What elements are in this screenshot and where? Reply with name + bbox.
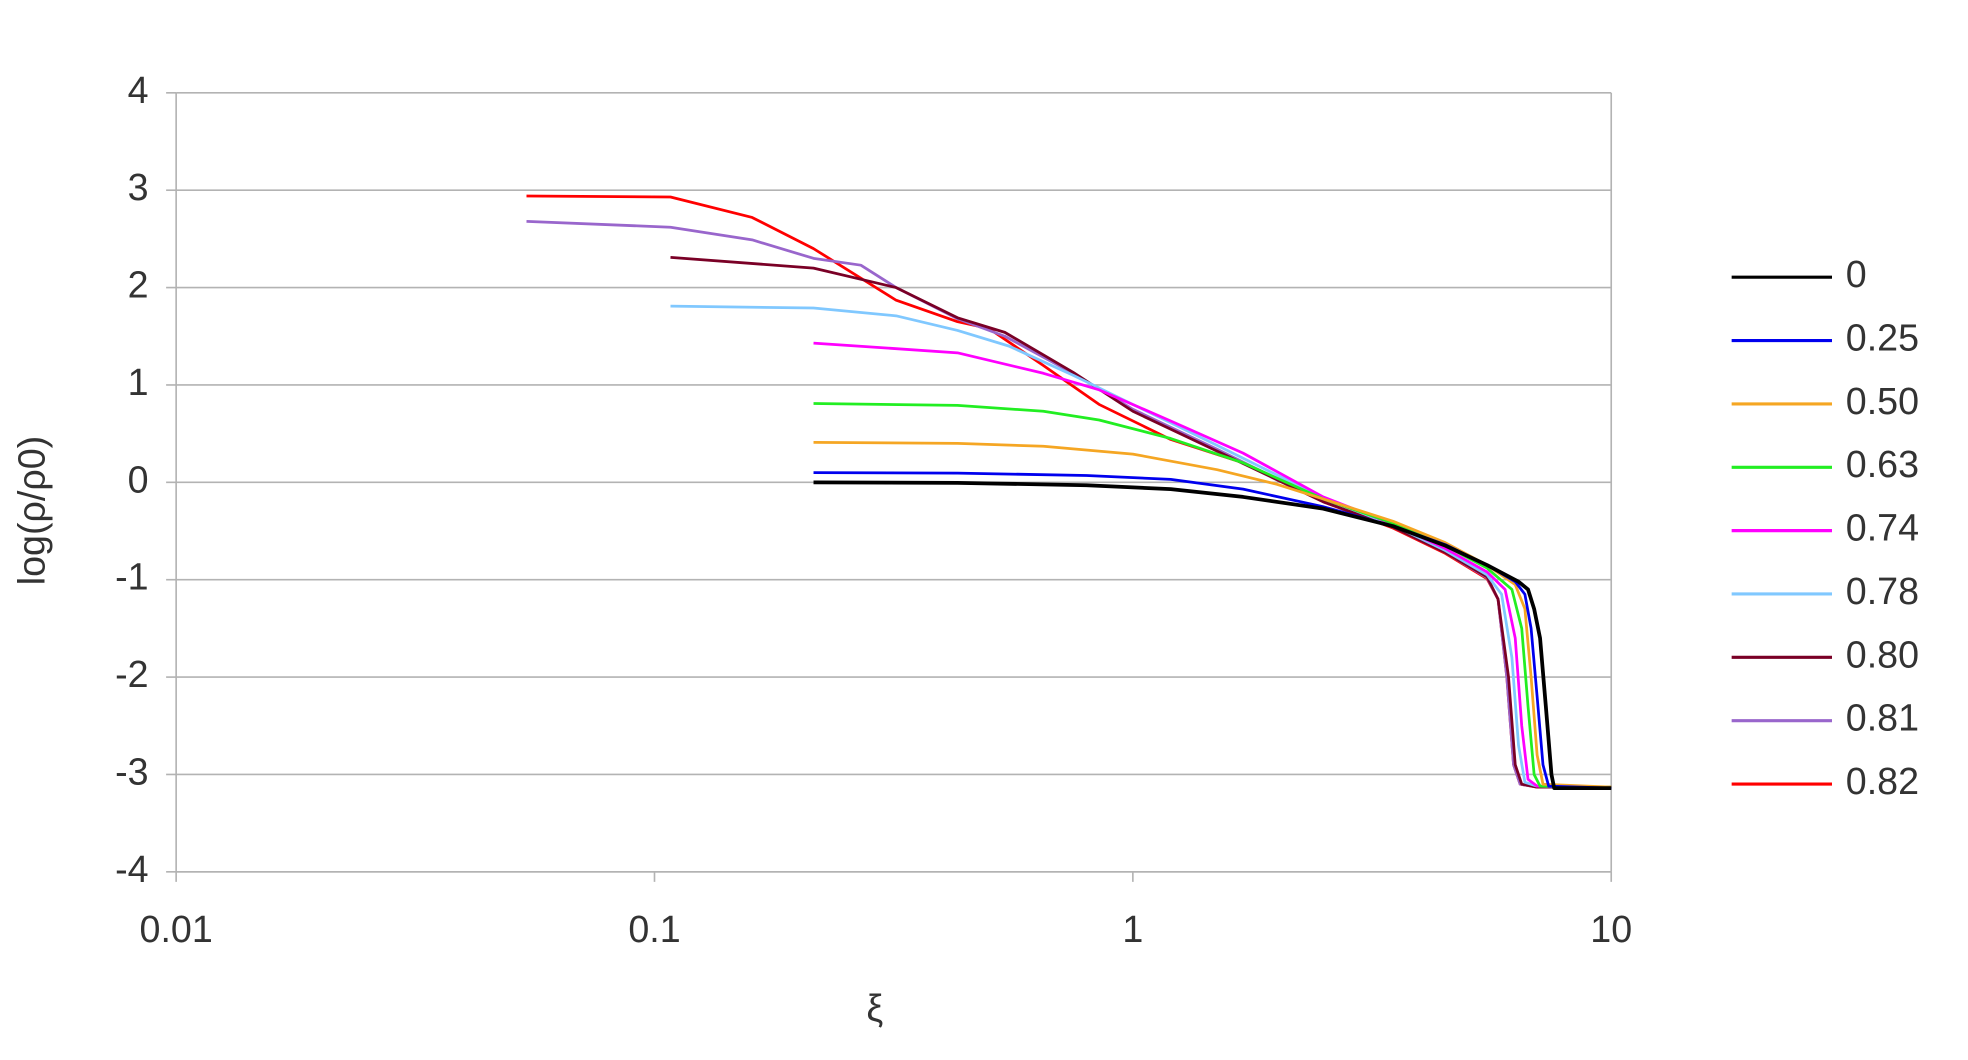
series-line bbox=[813, 471, 1612, 790]
series-line bbox=[670, 304, 1612, 789]
y-tick-label: 1 bbox=[128, 361, 149, 403]
legend-label: 0.74 bbox=[1846, 507, 1919, 549]
y-tick-label: 0 bbox=[128, 458, 149, 500]
y-tick-label: -2 bbox=[115, 653, 148, 695]
legend-label: 0.50 bbox=[1846, 380, 1919, 422]
y-axis-label: log(ρ/ρ0) bbox=[10, 436, 52, 585]
series-line bbox=[813, 341, 1612, 789]
y-tick-label: -4 bbox=[115, 848, 148, 890]
series-line bbox=[813, 480, 1612, 790]
legend-label: 0.82 bbox=[1846, 760, 1919, 802]
x-tick-label: 10 bbox=[1590, 908, 1632, 950]
legend-label: 0.80 bbox=[1846, 633, 1919, 675]
legend-label: 0.78 bbox=[1846, 570, 1919, 612]
y-tick-label: 3 bbox=[128, 166, 149, 208]
y-tick-label: 2 bbox=[128, 264, 149, 306]
y-tick-label: 4 bbox=[128, 69, 149, 111]
series-line bbox=[813, 402, 1612, 789]
series-line bbox=[526, 219, 1612, 789]
y-tick-label: -3 bbox=[115, 750, 148, 792]
series-line bbox=[526, 194, 1612, 789]
legend-label: 0 bbox=[1846, 253, 1867, 295]
series-line bbox=[813, 441, 1612, 789]
x-axis-label: ξ bbox=[866, 987, 883, 1029]
x-tick-label: 0.01 bbox=[140, 908, 213, 950]
legend-label: 0.25 bbox=[1846, 317, 1919, 359]
y-tick-label: -1 bbox=[115, 556, 148, 598]
x-tick-label: 1 bbox=[1122, 908, 1143, 950]
x-tick-label: 0.1 bbox=[628, 908, 680, 950]
legend-label: 0.81 bbox=[1846, 697, 1919, 739]
series-line bbox=[670, 256, 1612, 789]
legend-label: 0.63 bbox=[1846, 443, 1919, 485]
